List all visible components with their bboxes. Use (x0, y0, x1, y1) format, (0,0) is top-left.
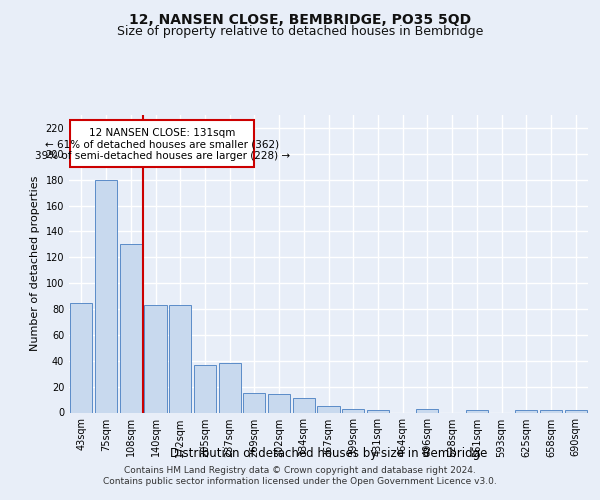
Text: 39% of semi-detached houses are larger (228) →: 39% of semi-detached houses are larger (… (35, 151, 290, 161)
Bar (145, 305, 167, 412)
Text: Size of property relative to detached houses in Bembridge: Size of property relative to detached ho… (117, 25, 483, 38)
Bar (169, 305, 191, 412)
Bar (565, 410, 587, 412)
Bar (119, 244, 142, 412)
Bar (466, 410, 488, 412)
Bar (515, 410, 538, 412)
Text: 12 NANSEN CLOSE: 131sqm: 12 NANSEN CLOSE: 131sqm (89, 128, 235, 138)
Bar (367, 410, 389, 412)
Bar (243, 393, 265, 412)
Bar (317, 406, 340, 412)
Y-axis label: Number of detached properties: Number of detached properties (30, 176, 40, 352)
Bar (70, 120, 254, 166)
Text: ← 61% of detached houses are smaller (362): ← 61% of detached houses are smaller (36… (45, 140, 280, 149)
Bar (342, 408, 364, 412)
Bar (416, 408, 439, 412)
Bar (218, 364, 241, 412)
Bar (194, 364, 216, 412)
Text: Distribution of detached houses by size in Bembridge: Distribution of detached houses by size … (170, 448, 487, 460)
Bar (95, 180, 117, 412)
Text: 12, NANSEN CLOSE, BEMBRIDGE, PO35 5QD: 12, NANSEN CLOSE, BEMBRIDGE, PO35 5QD (129, 12, 471, 26)
Bar (293, 398, 315, 412)
Text: Contains public sector information licensed under the Open Government Licence v3: Contains public sector information licen… (103, 478, 497, 486)
Bar (70, 302, 92, 412)
Bar (540, 410, 562, 412)
Bar (268, 394, 290, 412)
Text: Contains HM Land Registry data © Crown copyright and database right 2024.: Contains HM Land Registry data © Crown c… (124, 466, 476, 475)
